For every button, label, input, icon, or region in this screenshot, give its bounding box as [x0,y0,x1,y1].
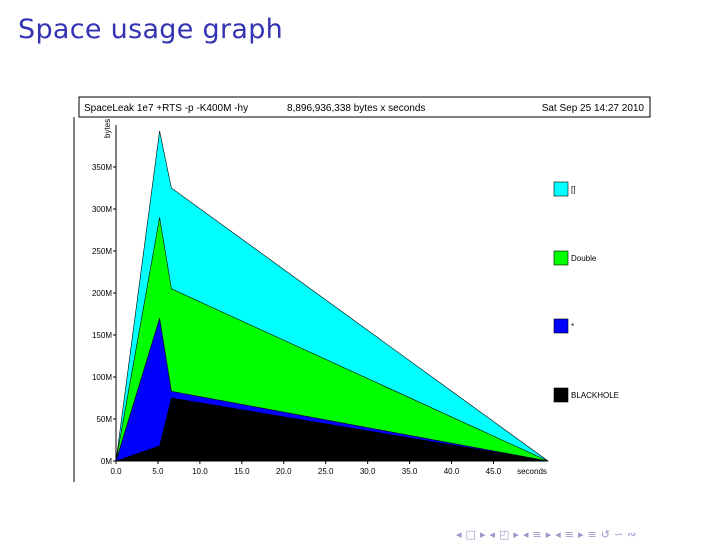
y-axis-label: bytes [103,119,112,138]
nav-glyph[interactable]: ▸ [513,528,519,541]
nav-glyph[interactable]: ≡ [587,528,597,541]
nav-glyph[interactable]: ∽ [613,528,624,541]
chart-header-box [78,96,651,118]
beamer-navigation: ◂ □ ▸ ◂ ◰ ▸ ◂ ≡ ▸ ◂ ≡ ▸ ≡ ↺ ∽ ∾ [456,528,636,541]
x-tick-label: 20.0 [276,467,292,476]
y-tick-label: 350M [92,163,112,172]
x-tick-label: 15.0 [234,467,250,476]
nav-glyph[interactable]: ◂ [456,528,462,541]
y-tick-label: 250M [92,247,112,256]
x-tick-label: 5.0 [152,467,164,476]
header-program: SpaceLeak 1e7 +RTS -p -K400M -hy [84,103,248,114]
nav-glyph[interactable]: ≡ [532,528,542,541]
nav-glyph[interactable]: ▸ [545,528,552,541]
nav-glyph[interactable]: □ [465,528,476,541]
nav-glyph[interactable]: ↺ [600,528,610,541]
legend-label: * [571,322,574,331]
x-tick-label: 45.0 [486,467,502,476]
nav-glyph[interactable]: ▸ [479,528,486,541]
header-total: 8,896,936,338 bytes x seconds [287,103,425,114]
slide-title: Space usage graph [18,14,284,45]
legend-label: [] [571,185,575,194]
x-axis-label: seconds [517,467,547,476]
legend-label: BLACKHOLE [571,391,619,400]
y-tick-label: 150M [92,331,112,340]
legend-swatch [553,250,569,266]
area-blackhole [115,397,549,462]
nav-glyph[interactable]: ◂ [555,528,561,541]
y-tick-label: 50M [96,415,112,424]
nav-glyph[interactable]: ◂ [489,528,495,541]
legend-swatch [553,181,569,197]
nav-glyph[interactable]: ◰ [499,528,510,541]
x-tick-label: 10.0 [192,467,208,476]
nav-glyph[interactable]: ◂ [522,528,529,541]
legend-label: Double [571,254,597,263]
x-tick-label: 30.0 [360,467,376,476]
nav-glyph[interactable]: ▸ [577,528,584,541]
y-tick-label: 300M [92,205,112,214]
y-tick-label: 100M [92,373,112,382]
x-tick-label: 25.0 [318,467,334,476]
legend-swatch [553,387,569,403]
header-date: Sat Sep 25 14:27 2010 [542,103,645,114]
nav-glyph[interactable]: ≡ [564,528,574,541]
nav-glyph[interactable]: ∾ [627,528,637,541]
x-tick-label: 40.0 [444,467,460,476]
y-tick-label: 200M [92,289,112,298]
x-tick-label: 0.0 [110,467,122,476]
x-tick-label: 35.0 [402,467,418,476]
legend-swatch [553,318,569,334]
y-tick-label: 0M [101,457,112,466]
